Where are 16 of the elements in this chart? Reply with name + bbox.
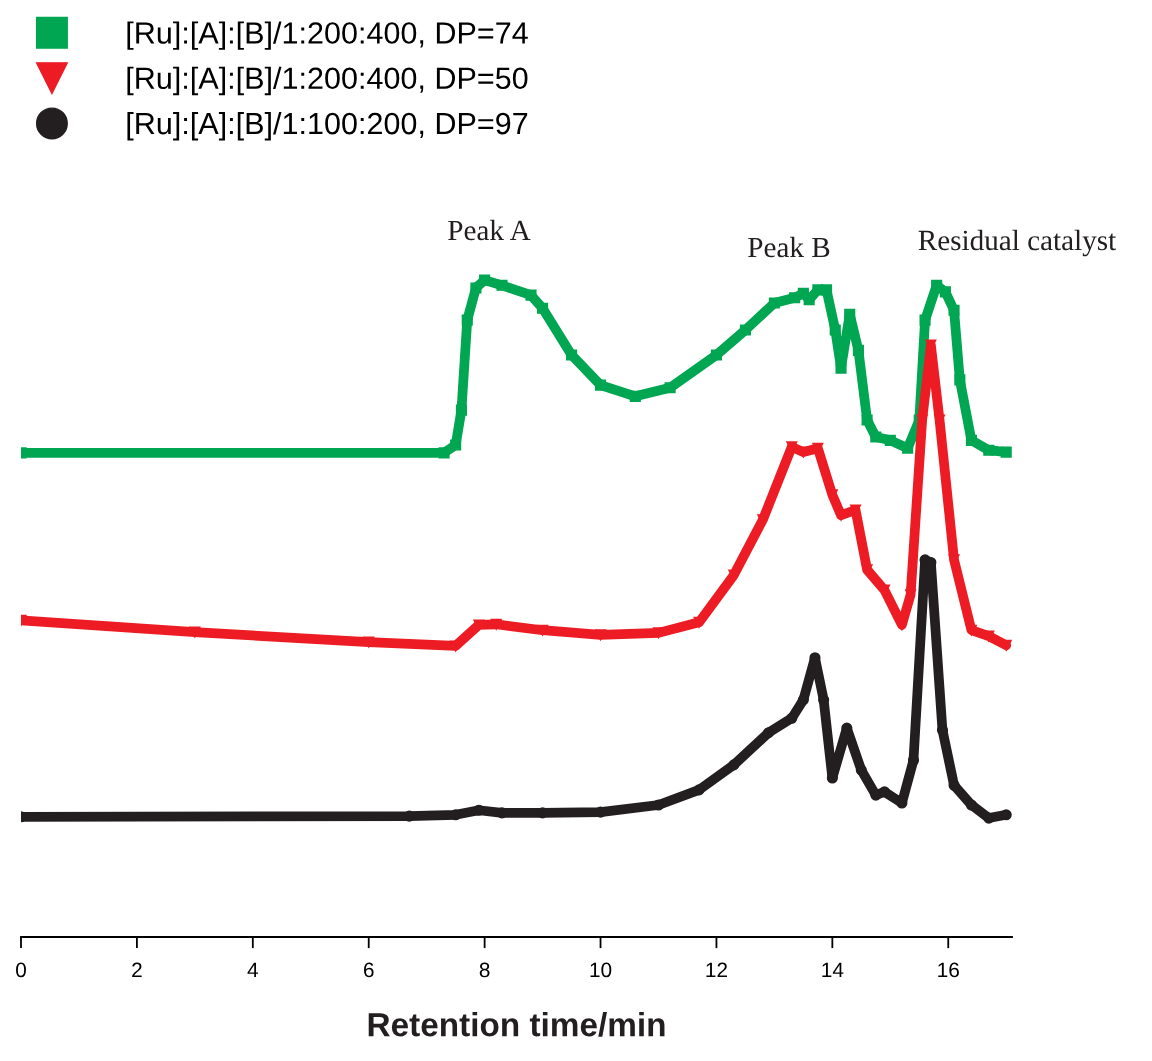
x-tick-label: 8 — [479, 962, 490, 978]
x-tick-label: 10 — [590, 962, 612, 978]
legend-label: [Ru]:[A]:[B]/1:100:200, DP=97 — [127, 111, 528, 141]
x-tick-label: 14 — [822, 962, 844, 978]
legend-label: [Ru]:[A]:[B]/1:200:400, DP=50 — [127, 66, 528, 96]
text: Peak A — [448, 219, 531, 241]
x-tick-label: 4 — [247, 962, 258, 978]
x-tick-label: 16 — [938, 962, 959, 978]
text: Residual catalyst — [918, 229, 1117, 257]
x-axis-title: Retention time/min — [368, 1011, 665, 1037]
legend-label: [Ru]:[A]:[B]/1:200:400, DP=74 — [127, 21, 528, 50]
x-tick-label: 12 — [706, 962, 727, 978]
x-tick-label: 2 — [132, 962, 142, 978]
x-tick-label: 0 — [16, 962, 26, 978]
x-tick-label: 6 — [363, 962, 374, 978]
text: Peak B — [748, 236, 830, 258]
